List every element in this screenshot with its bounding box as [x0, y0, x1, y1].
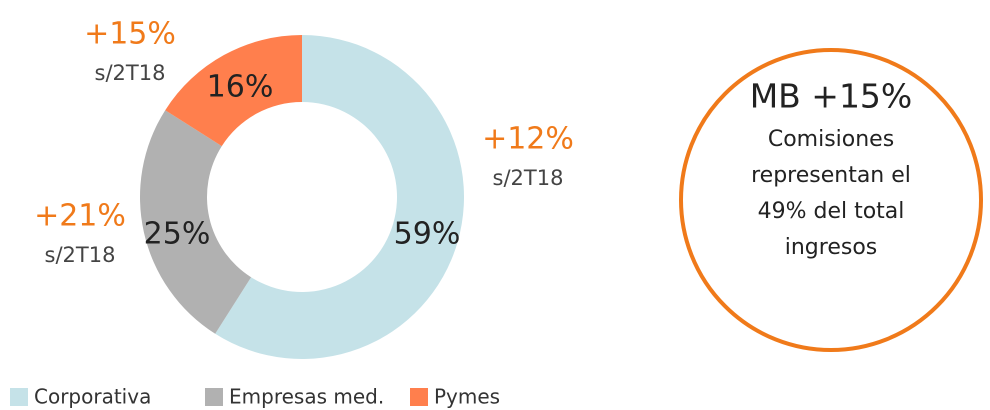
- donut-slice: [215, 35, 465, 359]
- callout-line: Comisiones: [768, 127, 894, 152]
- growth-note: s/2T18: [45, 243, 116, 267]
- callout-circle: [679, 48, 983, 352]
- donut-slice: [165, 35, 302, 147]
- legend-swatch: [10, 388, 28, 406]
- legend-label: Pymes: [434, 385, 500, 409]
- legend-label: Corporativa: [34, 385, 151, 409]
- growth-note: s/2T18: [95, 61, 166, 85]
- slice-label: 16%: [207, 70, 274, 105]
- legend-swatch: [410, 388, 428, 406]
- callout-line: 49% del total: [758, 199, 905, 224]
- legend-swatch: [205, 388, 223, 406]
- callout-line: representan el: [751, 163, 911, 188]
- growth-note: s/2T18: [493, 166, 564, 190]
- slice-label: 25%: [144, 217, 211, 252]
- callout-line: ingresos: [785, 235, 878, 260]
- donut-slice: [140, 110, 252, 334]
- growth-label: +15%: [84, 17, 176, 52]
- legend-label: Empresas med.: [229, 385, 384, 409]
- growth-label: +12%: [482, 122, 574, 157]
- callout-title: MB +15%: [750, 77, 913, 116]
- growth-label: +21%: [34, 199, 126, 234]
- slice-label: 59%: [394, 217, 461, 252]
